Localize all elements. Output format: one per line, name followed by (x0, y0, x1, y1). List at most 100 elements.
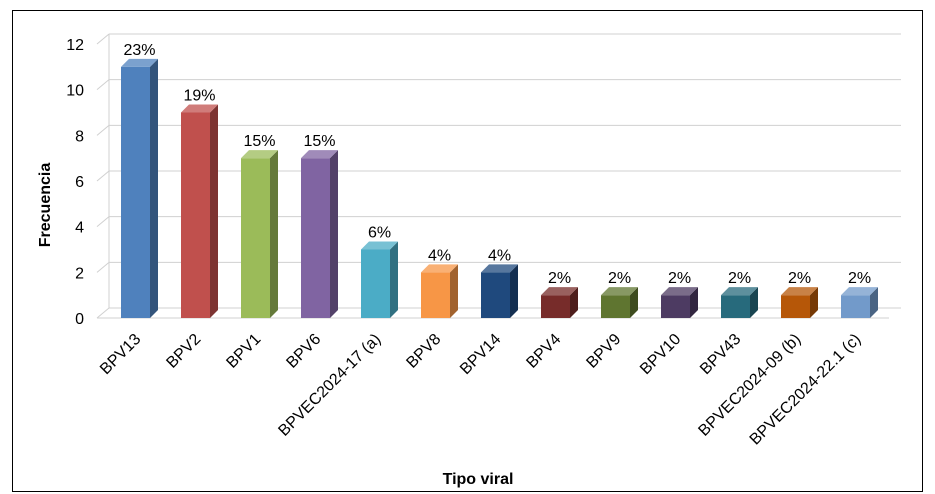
bar (721, 287, 758, 318)
bars (121, 58, 878, 318)
gridline-depth (96, 33, 110, 45)
bar-top (601, 287, 638, 296)
bar-side (810, 287, 818, 318)
data-label: 2% (548, 270, 571, 287)
bar-top (181, 104, 218, 113)
data-label: 15% (303, 133, 335, 150)
bar-top (481, 264, 518, 273)
bar (301, 150, 338, 318)
bar-side (570, 287, 578, 318)
y-tick-label: 0 (75, 311, 84, 328)
bar (781, 287, 818, 318)
y-tick-label: 6 (75, 174, 84, 191)
bar (661, 287, 698, 318)
bar-side (750, 287, 758, 318)
bar-top (661, 287, 698, 296)
bar-front (181, 112, 210, 318)
bar-top (781, 287, 818, 296)
bar-top (841, 287, 878, 296)
bar-front (721, 295, 750, 318)
x-tick-label: BPV10 (637, 331, 684, 378)
x-tick-label: BPV4 (523, 331, 564, 372)
x-tick-label: BPVEC2024-17 (a) (275, 331, 384, 440)
data-labels: 23% 19% 15% 15% 6% 4% 4% 2% 2% 2% 2% 2% 2% (123, 42, 871, 287)
bar (541, 287, 578, 318)
bar-side (390, 241, 398, 318)
bar (841, 287, 878, 318)
bar (241, 150, 278, 318)
data-label: 4% (488, 247, 511, 264)
x-tick-label: BPV43 (697, 331, 744, 378)
bar-top (361, 241, 398, 250)
data-label: 2% (728, 270, 751, 287)
data-label: 23% (123, 42, 155, 59)
y-tick-label: 4 (75, 220, 84, 237)
x-tick-label: BPV1 (223, 331, 264, 372)
gridline-depth (96, 170, 110, 182)
bar (421, 264, 458, 318)
bar-front (121, 66, 150, 318)
data-label: 6% (368, 225, 391, 242)
bar-side (630, 287, 638, 318)
y-tick-label: 12 (66, 37, 84, 54)
bar-top (241, 150, 278, 159)
y-tick-label: 10 (66, 83, 84, 100)
bar-top (541, 287, 578, 296)
bar-side (450, 264, 458, 318)
bar-front (541, 295, 570, 318)
x-axis-title: Tipo viral (443, 471, 514, 488)
bar-top (721, 287, 758, 296)
bar-side (330, 150, 338, 318)
gridline-depth (96, 307, 110, 319)
data-label: 4% (428, 247, 451, 264)
bar-side (510, 264, 518, 318)
y-tick-label: 8 (75, 128, 84, 145)
bar-front (481, 272, 510, 318)
x-tick-label: BPV6 (283, 331, 324, 372)
bar (601, 287, 638, 318)
data-label: 2% (788, 270, 811, 287)
x-tick-label: BPV13 (97, 331, 144, 378)
x-tick-label: BPV8 (403, 331, 444, 372)
gridline-depth (96, 261, 110, 273)
gridline-depth (96, 79, 110, 91)
data-label: 2% (668, 270, 691, 287)
bar-top (301, 150, 338, 159)
y-axis-title: Frecuencia (37, 163, 54, 248)
bar-front (361, 249, 390, 318)
bar-front (241, 158, 270, 318)
bar (181, 104, 218, 318)
x-tick-label: BPVEC2024-09 (b) (695, 331, 804, 440)
gridline-depth (96, 124, 110, 136)
bar-front (301, 158, 330, 318)
y-axis-ticks: 0 2 4 6 8 10 12 (66, 37, 84, 328)
bar (121, 58, 158, 318)
chart-frame (12, 10, 923, 492)
bar-front (841, 295, 870, 318)
bar-side (150, 58, 158, 318)
bar-side (270, 150, 278, 318)
bar-front (421, 272, 450, 318)
bar-side (690, 287, 698, 318)
bar-top (121, 58, 158, 67)
y-tick-label: 2 (75, 265, 84, 282)
x-tick-label: BPV9 (583, 331, 624, 372)
bar-side (870, 287, 878, 318)
bar-front (601, 295, 630, 318)
bar-top (421, 264, 458, 273)
x-tick-label: BPV2 (163, 331, 204, 372)
bar-side (210, 104, 218, 318)
data-label: 15% (243, 133, 275, 150)
x-tick-label: BPVEC2024-22.1 (c) (747, 331, 865, 449)
bar-front (781, 295, 810, 318)
data-label: 2% (848, 270, 871, 287)
bar-front (661, 295, 690, 318)
gridline-depth (96, 216, 110, 228)
bar (361, 241, 398, 318)
x-tick-label: BPV14 (457, 331, 504, 378)
data-label: 2% (608, 270, 631, 287)
data-label: 19% (183, 88, 215, 105)
bar (481, 264, 518, 318)
